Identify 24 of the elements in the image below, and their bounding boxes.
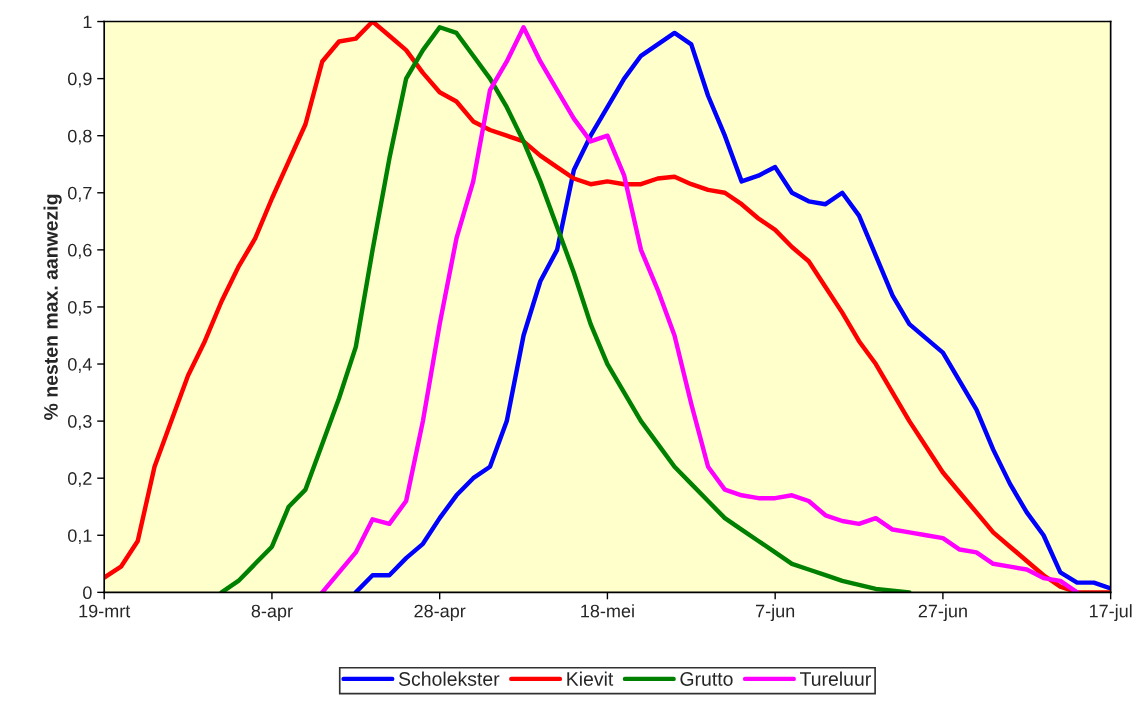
y-tick-label: 0,3: [68, 415, 92, 430]
y-tick-label: 0,7: [68, 186, 92, 202]
y-tick-label: 0,1: [68, 529, 92, 545]
x-tick-label: 7-jun: [756, 604, 795, 621]
x-tick-label: 27-jun: [918, 604, 967, 621]
legend-label: Grutto: [680, 672, 733, 686]
y-tick-label: 0,4: [68, 357, 92, 373]
y-tick-label: 0,6: [68, 243, 92, 259]
x-tick-label: 17-jul: [1089, 604, 1132, 621]
x-tick-label: 19-mrt: [79, 604, 131, 618]
y-tick-label: 0,5: [68, 300, 92, 316]
legend-label: Tureluur: [800, 671, 871, 686]
legend-label: Scholekster: [398, 671, 500, 686]
legend-label: Kievit: [567, 671, 614, 686]
y-tick-label: 0,9: [68, 72, 92, 88]
x-tick-label: 8-apr: [251, 604, 293, 621]
y-axis-title: % nesten max. aanwezig: [43, 194, 62, 420]
x-tick-label: 28-apr: [414, 604, 466, 621]
y-tick-label: 0: [83, 586, 92, 600]
x-tick-label: 18-mei: [581, 604, 634, 618]
y-tick-label: 1: [83, 15, 92, 29]
line-series: [219, 25, 912, 593]
y-tick-label: 0,2: [68, 472, 92, 488]
y-tick-label: 0,8: [68, 129, 92, 145]
